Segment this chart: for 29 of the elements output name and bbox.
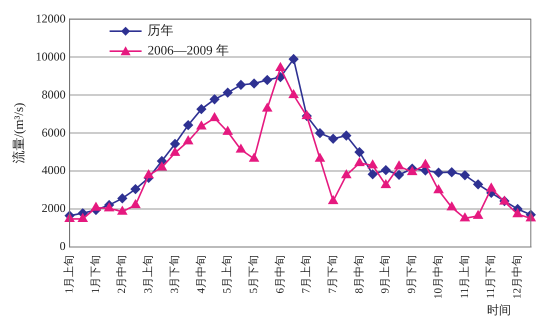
x-tick-label: 5月下旬 [248,255,260,294]
x-tick-label: 7月上旬 [300,255,313,294]
x-tick-label: 9月上旬 [378,255,392,294]
x-tick-label: 3月上旬 [142,255,155,294]
y-tick-label: 12000 [36,11,66,26]
x-tick-label: 9月下旬 [406,255,418,294]
y-tick-label: 8000 [42,87,66,102]
x-tick-label: 12月中旬 [510,255,524,299]
x-axis-title: 时间 [486,303,511,318]
x-tick-label: 7月下旬 [327,255,340,294]
y-tick-label: 2000 [42,201,66,216]
x-tick-label: 1月下旬 [90,255,102,294]
x-tick-label: 2月中旬 [115,255,128,294]
x-tick-label: 11月上旬 [458,255,471,299]
legend-label: 历年 [148,22,174,38]
x-tick-label: 6月中旬 [273,255,286,294]
x-tick-label: 5月上旬 [220,255,234,294]
x-tick-label: 1月上旬 [62,255,76,294]
x-tick-label: 3月下旬 [168,255,181,294]
x-tick-label: 4月中旬 [194,255,208,294]
x-tick-label: 11月下旬 [485,255,498,299]
x-tick-label: 8月中旬 [352,255,366,294]
x-tick-label: 10月中旬 [431,255,444,299]
y-tick-label: 6000 [42,125,66,140]
y-tick-label: 0 [60,239,66,254]
y-tick-label: 4000 [42,163,66,178]
y-tick-label: 10000 [36,49,66,64]
y-axis-title: 流量/(m³/s) [11,102,26,164]
legend-label: 2006—2009 年 [148,42,229,58]
